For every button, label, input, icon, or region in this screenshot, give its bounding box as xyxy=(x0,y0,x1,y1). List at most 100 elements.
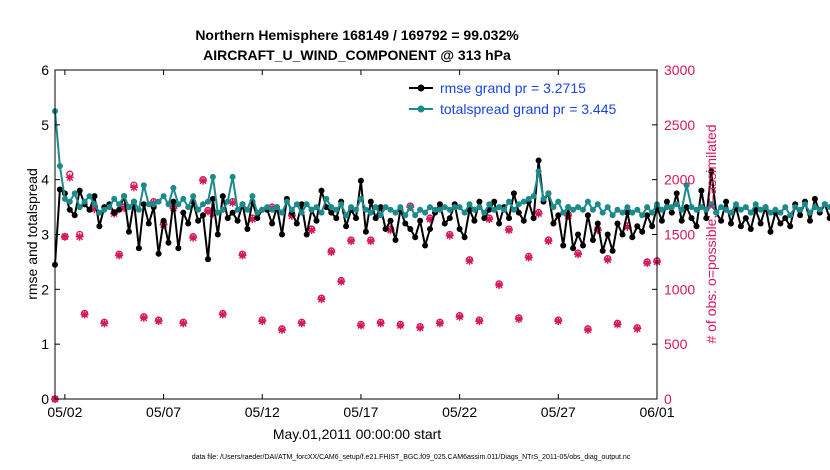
obs-assimilated-marker xyxy=(189,233,198,242)
series-point-rmse xyxy=(560,242,567,249)
series-point-spread xyxy=(540,195,547,202)
series-point-spread xyxy=(737,206,744,213)
series-point-spread xyxy=(116,201,123,208)
series-point-rmse xyxy=(594,220,601,227)
obs-assimilated-marker xyxy=(75,232,84,241)
series-point-spread xyxy=(185,204,192,211)
series-point-spread xyxy=(718,204,725,211)
series-point-rmse xyxy=(599,247,606,254)
series-point-spread xyxy=(723,206,730,213)
series-point-rmse xyxy=(229,209,236,216)
series-point-spread xyxy=(575,204,581,211)
series-point-rmse xyxy=(757,220,764,227)
series-point-rmse xyxy=(195,217,202,224)
obs-assimilated-marker xyxy=(574,250,583,259)
series-point-spread xyxy=(530,193,537,200)
series-point-rmse xyxy=(111,209,118,216)
obs-assimilated-marker xyxy=(307,226,316,235)
series-point-rmse xyxy=(362,228,369,235)
series-point-spread xyxy=(663,204,670,211)
series-point-spread xyxy=(81,198,88,205)
obs-assimilated-marker xyxy=(60,232,69,241)
series-point-rmse xyxy=(797,212,804,219)
series-point-spread xyxy=(254,209,261,216)
series-point-rmse xyxy=(619,231,626,238)
series-point-rmse xyxy=(476,198,483,205)
series-point-spread xyxy=(362,206,369,213)
x-tick-label: 05/27 xyxy=(541,404,576,420)
series-point-spread xyxy=(584,198,591,205)
series-point-spread xyxy=(565,204,572,211)
series-point-rmse xyxy=(170,198,177,205)
series-point-spread xyxy=(209,173,216,180)
series-point-spread xyxy=(190,193,197,200)
series-point-spread xyxy=(298,209,305,216)
series-point-rmse xyxy=(570,245,577,252)
series-point-rmse xyxy=(96,223,103,230)
series-point-spread xyxy=(397,204,404,211)
series-point-rmse xyxy=(71,212,78,219)
series-point-spread xyxy=(713,209,720,216)
obs-assimilated-marker xyxy=(524,253,533,262)
y-tick-label-right: 1500 xyxy=(664,227,695,243)
series-point-rmse xyxy=(703,215,710,222)
series-point-rmse xyxy=(372,215,379,222)
series-point-spread xyxy=(308,206,315,213)
series-point-rmse xyxy=(126,228,132,235)
y-tick-label-right: 0 xyxy=(664,391,672,407)
series-point-spread xyxy=(762,204,769,211)
series-point-spread xyxy=(224,198,231,205)
series-point-rmse xyxy=(407,226,414,232)
series-point-spread xyxy=(604,204,611,211)
series-point-rmse xyxy=(777,220,784,227)
series-point-rmse xyxy=(663,198,670,205)
legend: rmse grand pr = 3.2715 totalspread grand… xyxy=(409,80,617,117)
series-point-spread xyxy=(510,206,517,213)
series-point-spread xyxy=(140,182,147,189)
series-point-rmse xyxy=(116,206,123,213)
series-point-spread xyxy=(234,206,241,213)
obs-assimilated-marker xyxy=(396,321,405,330)
series-point-rmse xyxy=(604,231,611,238)
series-point-spread xyxy=(594,201,601,208)
series-point-spread xyxy=(629,209,636,216)
series-point-spread xyxy=(703,206,710,213)
series-point-rmse xyxy=(584,212,591,219)
obs-assimilated-marker xyxy=(564,211,573,220)
y-axis-label-right: # of obs: o=possible; ×=assimilated xyxy=(703,124,719,343)
series-point-rmse xyxy=(698,187,705,194)
series-point-rmse xyxy=(589,237,596,243)
series-point-rmse xyxy=(767,228,774,235)
series-point-spread xyxy=(476,204,483,211)
series-point-rmse xyxy=(446,215,453,222)
series-point-spread xyxy=(491,206,498,213)
series-point-spread xyxy=(742,204,749,211)
series-point-rmse xyxy=(826,215,830,222)
series-point-rmse xyxy=(688,215,695,222)
series-point-rmse xyxy=(624,209,631,216)
obs-assimilated-marker xyxy=(129,183,138,192)
chart-title-line1: Northern Hemisphere 168149 / 169792 = 99… xyxy=(195,27,519,43)
series-point-spread xyxy=(412,212,419,219)
series-point-spread xyxy=(634,206,641,213)
series-point-rmse xyxy=(209,195,216,202)
series-point-rmse xyxy=(649,223,656,230)
y-tick-label-right: 2000 xyxy=(664,172,695,188)
series-point-rmse xyxy=(76,187,83,194)
series-point-spread xyxy=(811,204,818,211)
obs-assimilated-marker xyxy=(455,312,464,321)
series-point-spread xyxy=(61,195,68,202)
series-point-rmse xyxy=(481,215,488,222)
series-point-rmse xyxy=(422,242,429,249)
series-point-rmse xyxy=(367,198,374,205)
series-point-rmse xyxy=(313,217,320,224)
series-point-spread xyxy=(303,201,310,208)
footnote: data file: /Users/raeder/DAI/ATM_forcXX/… xyxy=(192,454,631,461)
series-point-spread xyxy=(229,173,236,180)
series-point-spread xyxy=(658,206,665,213)
obs-assimilated-marker xyxy=(258,317,267,326)
series-point-rmse xyxy=(614,220,621,227)
obs-assimilated-marker xyxy=(115,251,124,260)
obs-assimilated-marker xyxy=(623,222,632,231)
obs-assimilated-marker xyxy=(347,237,356,246)
